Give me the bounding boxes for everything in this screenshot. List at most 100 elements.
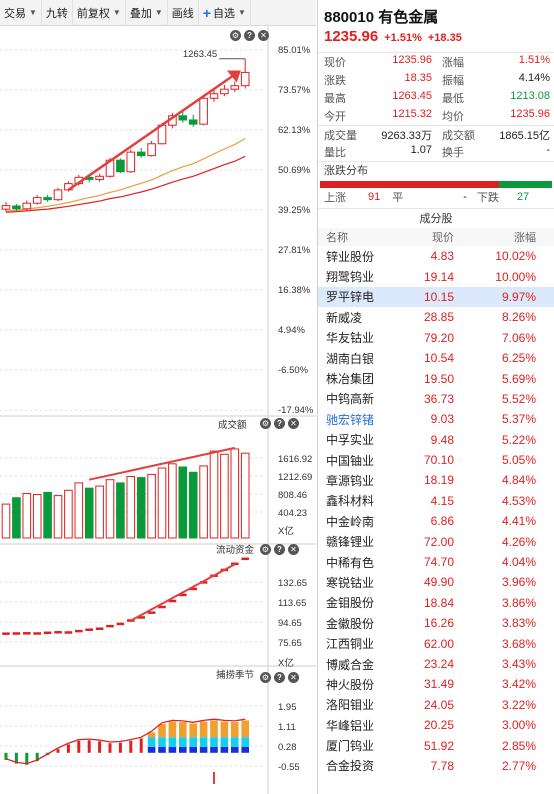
volume-bar xyxy=(95,485,104,539)
high-price-label: 1263.45 xyxy=(183,49,217,60)
close-icon[interactable]: ✕ xyxy=(288,544,299,555)
component-row[interactable]: 鑫科材料 4.15 4.53% xyxy=(318,491,554,511)
quote-key: 涨跌 xyxy=(324,75,346,87)
component-name: 中钨高新 xyxy=(326,392,375,407)
kline-chart-svg[interactable]: 85.01% 73.57% 62.13% 50.69% 39.25% 27.81% 16.3… xyxy=(0,26,316,794)
help-icon[interactable]: ? xyxy=(274,544,285,555)
component-row[interactable]: 赣锋锂业 72.00 4.26% xyxy=(318,531,554,551)
toolbar-button[interactable]: 前复权 ▼ xyxy=(73,0,126,26)
flow-marker xyxy=(179,593,187,597)
flow-trend-arrow xyxy=(130,563,236,622)
quote-cell: 最低 1213.08 xyxy=(436,90,554,106)
component-pct: 5.05% xyxy=(501,453,536,468)
quote-value: 1235.96 xyxy=(510,108,550,120)
volume-bar xyxy=(32,494,42,539)
quote-cell: 最高 1263.45 xyxy=(318,90,436,106)
settings-icon[interactable]: ⚙ xyxy=(230,30,241,41)
header-price[interactable]: 现价 xyxy=(432,232,454,244)
component-name: 罗平锌电 xyxy=(326,290,375,305)
component-row[interactable]: 新威凌 28.85 8.26% xyxy=(318,307,554,327)
component-row[interactable]: 中金岭南 6.86 4.41% xyxy=(318,511,554,531)
flow-axis-label: 113.65 xyxy=(278,598,306,609)
components-list: 锌业股份 4.83 10.02% 翔鹭钨业 19.14 10.00% 罗平锌电 10.15 9.… xyxy=(318,246,554,776)
component-row[interactable]: 博威合金 23.24 3.43% xyxy=(318,654,554,674)
component-row[interactable]: 湖南白银 10.54 6.25% xyxy=(318,348,554,368)
flow-marker xyxy=(231,562,239,566)
component-name: 洛阳钼业 xyxy=(326,698,375,713)
settings-icon[interactable]: ⚙ xyxy=(260,672,271,683)
help-icon[interactable]: ? xyxy=(274,672,285,683)
chevron-down-icon: ▼ xyxy=(29,8,37,17)
component-name: 博威合金 xyxy=(326,657,375,672)
component-row[interactable]: 中钨高新 36.73 5.52% xyxy=(318,389,554,409)
component-price: 23.24 xyxy=(423,657,454,671)
quote-key: 现价 xyxy=(324,57,346,69)
settings-icon[interactable]: ⚙ xyxy=(260,418,271,429)
up-label: 上涨 xyxy=(324,192,346,204)
component-price: 10.15 xyxy=(423,289,454,304)
panel-icon-group: ⚙? ✕ xyxy=(230,30,269,41)
component-row[interactable]: 驰宏锌锗 9.03 5.37% xyxy=(318,409,554,429)
season-bar-blue xyxy=(189,746,197,753)
component-price: 70.10 xyxy=(423,453,454,468)
component-row[interactable]: 金钼股份 18.84 3.86% xyxy=(318,593,554,613)
quote-value: 4.14% xyxy=(518,72,550,84)
season-bar-blue xyxy=(220,746,229,753)
quote-value: 1.07 xyxy=(410,144,432,156)
toolbar-button[interactable]: + 自选 ▼ xyxy=(199,0,251,26)
component-pct: 3.86% xyxy=(501,595,536,610)
price-axis-label: 39.25% xyxy=(278,205,311,216)
toolbar-button[interactable]: 交易 ▼ xyxy=(0,0,42,26)
flow-marker xyxy=(23,632,31,635)
component-row[interactable]: 株冶集团 19.50 5.69% xyxy=(318,368,554,388)
quote-key: 换手 xyxy=(442,147,464,159)
component-row[interactable]: 洛阳钼业 24.05 3.22% xyxy=(318,695,554,715)
season-bar xyxy=(108,743,112,753)
close-icon[interactable]: ✕ xyxy=(288,418,299,429)
component-pct: 4.04% xyxy=(501,555,536,570)
distribution-bar xyxy=(320,181,552,188)
component-row[interactable]: 章源钨业 18.19 4.84% xyxy=(318,470,554,490)
component-row[interactable]: 合金投资 7.78 2.77% xyxy=(318,756,554,776)
component-row[interactable]: 神火股份 31.49 3.42% xyxy=(318,674,554,694)
component-row[interactable]: 华峰铝业 20.25 3.00% xyxy=(318,715,554,735)
kline-chart-area[interactable]: 85.01% 73.57% 62.13% 50.69% 39.25% 27.81% 16.3… xyxy=(0,26,316,794)
component-row[interactable]: 中孚实业 9.48 5.22% xyxy=(318,430,554,450)
component-row[interactable]: 锌业股份 4.83 10.02% xyxy=(318,246,554,266)
component-row[interactable]: 罗平锌电 10.15 9.97% xyxy=(318,286,554,308)
header-pct[interactable]: 涨幅 xyxy=(514,232,536,244)
component-pct: 6.25% xyxy=(501,351,536,366)
component-row[interactable]: 中国铀业 70.10 5.05% xyxy=(318,450,554,470)
help-icon[interactable]: ? xyxy=(244,30,255,41)
component-row[interactable]: 厦门钨业 51.92 2.85% xyxy=(318,735,554,755)
component-pct: 3.22% xyxy=(501,697,536,712)
component-pct: 7.06% xyxy=(501,330,536,345)
component-row[interactable]: 江西铜业 62.00 3.68% xyxy=(318,633,554,653)
quote-key: 振幅 xyxy=(442,75,464,87)
close-icon[interactable]: ✕ xyxy=(288,672,299,683)
candle-body xyxy=(43,197,52,201)
flow-axis-label: X亿 xyxy=(278,657,294,669)
component-row[interactable]: 中稀有色 74.70 4.04% xyxy=(318,552,554,572)
volume-axis-label: 404.23 xyxy=(278,508,307,519)
toolbar-button[interactable]: 画线 xyxy=(168,0,199,26)
component-pct: 10.00% xyxy=(495,269,536,284)
flow-marker xyxy=(2,632,10,635)
quote-key: 最高 xyxy=(324,93,346,105)
component-pct: 3.00% xyxy=(501,718,536,733)
component-row[interactable]: 华友钴业 79.20 7.06% xyxy=(318,328,554,348)
toolbar-button[interactable]: 叠加 ▼ xyxy=(126,0,168,26)
component-row[interactable]: 金徽股份 16.26 3.83% xyxy=(318,613,554,633)
flow-marker xyxy=(189,587,197,591)
distribution-up-bar xyxy=(320,181,499,188)
help-icon[interactable]: ? xyxy=(274,418,285,429)
component-row[interactable]: 寒锐钴业 49.90 3.96% xyxy=(318,572,554,592)
header-name[interactable]: 名称 xyxy=(326,232,348,244)
season-bar-orange xyxy=(210,720,218,738)
volume-panel-title: 成交额 xyxy=(218,419,247,431)
component-row[interactable]: 翔鹭钨业 19.14 10.00% xyxy=(318,266,554,286)
close-icon[interactable]: ✕ xyxy=(258,30,269,41)
toolbar-button[interactable]: 九转 xyxy=(42,0,73,26)
volume-bar xyxy=(220,453,229,539)
settings-icon[interactable]: ⚙ xyxy=(260,544,271,555)
